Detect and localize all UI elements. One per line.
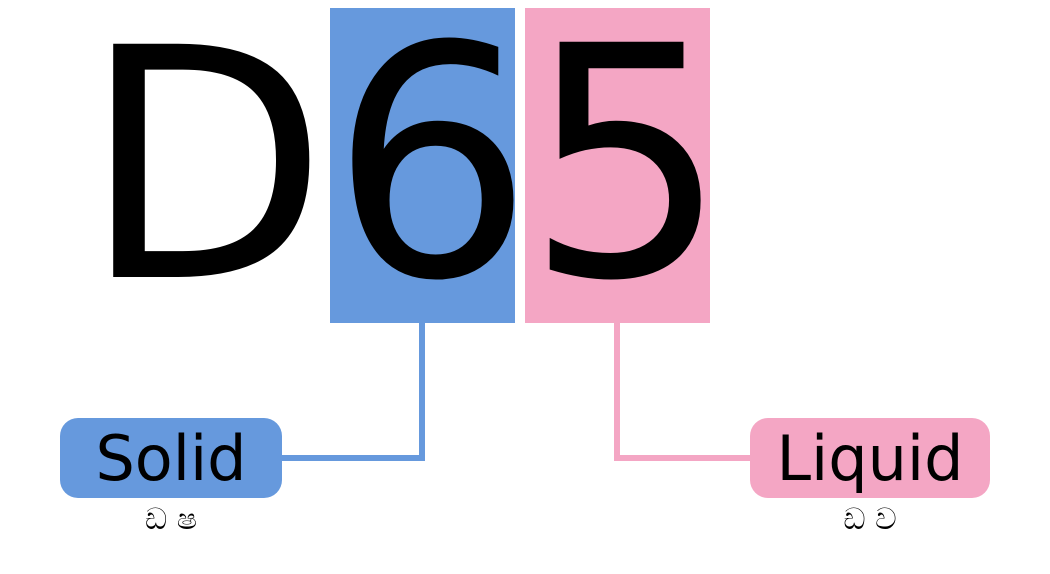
label-liquid: Liquid [750, 418, 990, 498]
label-liquid-text: Liquid [777, 422, 964, 495]
label-solid-text: Solid [95, 422, 246, 495]
sublabel-liquid: ඩ ව [750, 502, 990, 537]
sublabel-solid: ඩ ෂ [60, 502, 282, 537]
diagram-canvas: D 6 5 Solid ඩ ෂ Liquid ඩ ව [0, 0, 1050, 574]
label-solid: Solid [60, 418, 282, 498]
